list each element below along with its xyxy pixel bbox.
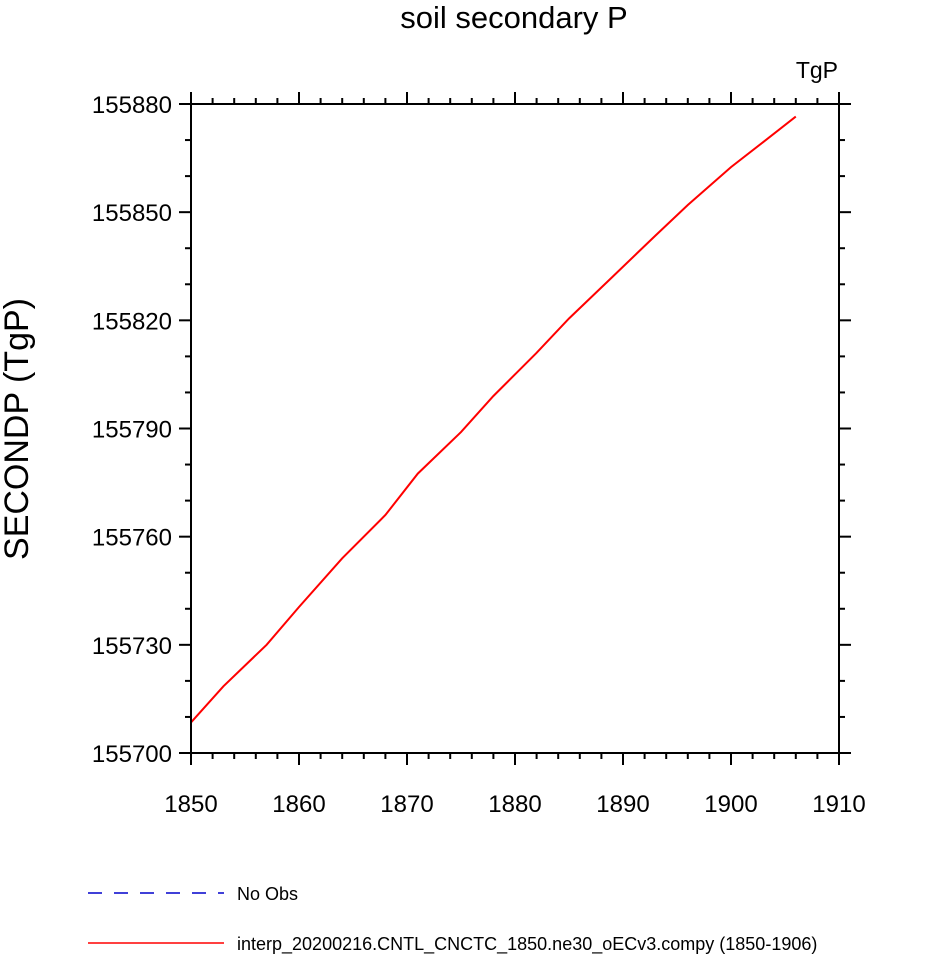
- legend: No Obs interp_20200216.CNTL_CNCTC_1850.ne…: [88, 884, 817, 955]
- y-tick-label: 155880: [92, 92, 172, 119]
- x-tick-label: 1880: [488, 791, 541, 818]
- y-tick-label: 155730: [92, 633, 172, 660]
- x-tick-label: 1910: [812, 791, 865, 818]
- y-tick-label: 155790: [92, 417, 172, 444]
- series-line: [190, 115, 797, 724]
- y-tick-label: 155850: [92, 200, 172, 227]
- x-tick-label: 1850: [164, 791, 217, 818]
- legend-label: No Obs: [237, 884, 298, 904]
- legend-label: interp_20200216.CNTL_CNCTC_1850.ne30_oEC…: [237, 934, 817, 955]
- x-tick-label: 1870: [380, 791, 433, 818]
- y-tick-label: 155700: [92, 741, 172, 768]
- y-tick-label: 155760: [92, 525, 172, 552]
- x-tick-label: 1860: [272, 791, 325, 818]
- x-tick-label: 1890: [596, 791, 649, 818]
- chart-title: soil secondary P: [400, 0, 627, 35]
- series-layer: [190, 115, 797, 724]
- units-label: TgP: [796, 57, 838, 83]
- x-tick-label: 1900: [704, 791, 757, 818]
- ticks-layer: 1850 1860 1870 1880 1890 1900 1910 155700 155730…: [92, 92, 866, 818]
- y-axis-label: SECONDP (TgP): [0, 298, 36, 560]
- y-tick-label: 155820: [92, 308, 172, 335]
- plot-frame: [190, 103, 840, 754]
